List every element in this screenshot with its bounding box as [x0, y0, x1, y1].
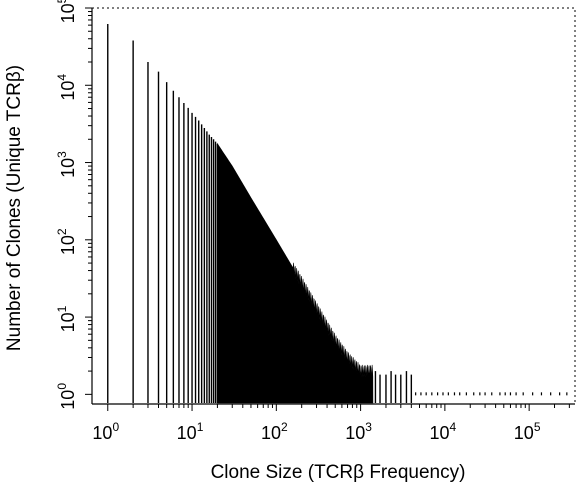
y-axis-label: Number of Clones (Unique TCRβ): [4, 65, 25, 351]
y-tick-label: 102: [55, 228, 78, 255]
y-tick-label-group: 103: [55, 151, 78, 178]
x-tick-label: 102: [261, 420, 288, 443]
x-tick-labels: 100 101 102 103 104 105: [92, 420, 540, 443]
y-tick-label-group: 104: [55, 74, 78, 101]
x-tick-label: 103: [345, 420, 372, 443]
y-tick-label: 105: [55, 0, 78, 23]
y-tick-label-group: 105: [55, 0, 78, 23]
y-tick-label: 100: [55, 383, 78, 410]
y-tick-label: 101: [55, 305, 78, 332]
x-axis-label: Clone Size (TCRβ Frequency): [211, 462, 466, 483]
x-tick-label: 105: [514, 420, 541, 443]
x-tick-label: 104: [430, 420, 457, 443]
axes-group: [85, 7, 575, 411]
y-tick-label-group: 100: [55, 383, 78, 410]
bar-dense-region: [217, 142, 374, 404]
y-tick-label-group: 102: [55, 228, 78, 255]
y-tick-label: 104: [55, 74, 78, 101]
x-tick-label: 100: [92, 420, 119, 443]
y-tick-label: 103: [55, 151, 78, 178]
y-tick-label-group: 101: [55, 305, 78, 332]
x-tick-label: 101: [177, 420, 204, 443]
bars-group: [107, 24, 568, 404]
y-tick-labels: 100 101 102 103 104 105: [55, 0, 78, 410]
